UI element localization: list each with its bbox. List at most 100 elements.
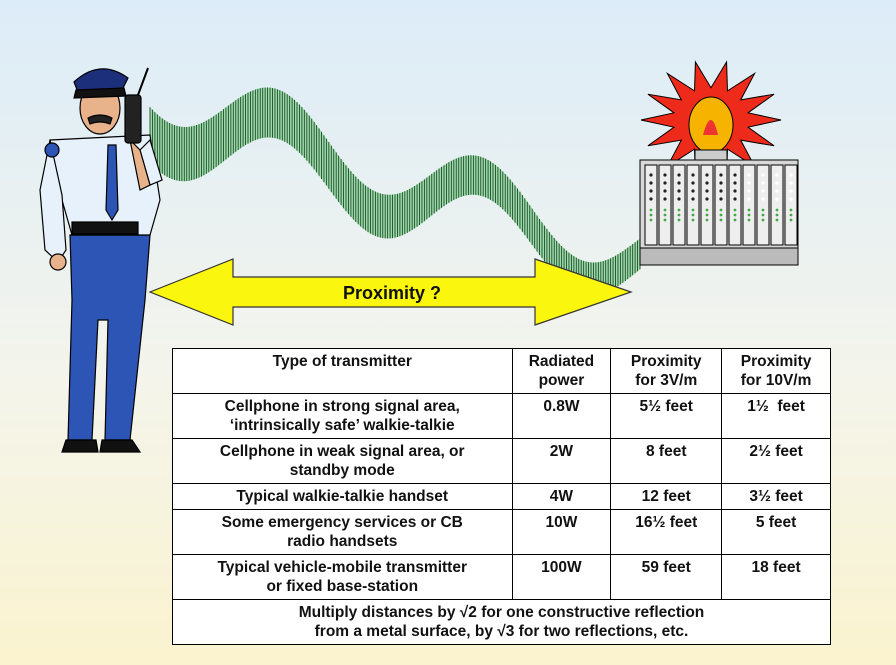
led	[761, 173, 764, 176]
cell-text: Typical walkie-talkie handset	[177, 487, 508, 506]
led	[664, 219, 667, 222]
led	[734, 219, 737, 222]
led	[678, 209, 681, 212]
led	[747, 173, 750, 176]
led	[677, 173, 680, 176]
cell-text: radio handsets	[177, 532, 508, 551]
policeman	[40, 68, 162, 452]
cell-text: Cellphone in strong signal area,	[177, 397, 508, 416]
table-cell: 12 feet	[611, 484, 722, 510]
page: Proximity ? Type of transmitterRadiatedp…	[0, 0, 896, 665]
cell-text: for 3V/m	[615, 371, 717, 390]
led	[734, 209, 737, 212]
led	[691, 173, 694, 176]
led	[706, 214, 709, 217]
table-cell: 16½ feet	[611, 510, 722, 555]
led	[733, 197, 736, 200]
cell-text: 2½ feet	[726, 442, 826, 461]
cell-text: 18 feet	[726, 558, 826, 577]
table-cell: 10W	[512, 510, 611, 555]
led	[761, 197, 764, 200]
led	[776, 209, 779, 212]
led	[649, 197, 652, 200]
led	[790, 219, 793, 222]
cell-text: 0.8W	[517, 397, 607, 416]
cell-text: 16½ feet	[615, 513, 717, 532]
rack-module	[687, 165, 699, 245]
led	[775, 173, 778, 176]
cell-text: 59 feet	[615, 558, 717, 577]
cell-text: from a metal surface, by √3 for two refl…	[177, 622, 826, 641]
rack-module	[673, 165, 685, 245]
led	[705, 181, 708, 184]
led	[761, 181, 764, 184]
led	[649, 173, 652, 176]
table-cell: Typical walkie-talkie handset	[173, 484, 513, 510]
cell-text: 100W	[517, 558, 607, 577]
led	[706, 219, 709, 222]
cell-text: 8 feet	[615, 442, 717, 461]
led	[719, 181, 722, 184]
led	[678, 219, 681, 222]
table-cell: 0.8W	[512, 394, 611, 439]
led	[691, 181, 694, 184]
led	[719, 173, 722, 176]
led	[706, 209, 709, 212]
led	[748, 214, 751, 217]
table-row: Multiply distances by √2 for one constru…	[173, 600, 831, 645]
led	[677, 189, 680, 192]
led	[663, 173, 666, 176]
led	[664, 214, 667, 217]
rack-module	[729, 165, 741, 245]
table-cell: 3½ feet	[722, 484, 831, 510]
arrow-label: Proximity ?	[343, 283, 441, 303]
led	[734, 214, 737, 217]
led	[691, 197, 694, 200]
led	[775, 197, 778, 200]
led	[720, 219, 723, 222]
cell-text: 1½ feet	[726, 397, 826, 416]
led	[677, 197, 680, 200]
led	[705, 189, 708, 192]
led	[664, 209, 667, 212]
cell-text: Type of transmitter	[177, 352, 508, 371]
led	[775, 181, 778, 184]
cell-text: Cellphone in weak signal area, or	[177, 442, 508, 461]
table-cell: 1½ feet	[722, 394, 831, 439]
rack-module	[757, 165, 769, 245]
led	[733, 181, 736, 184]
cell-text: Multiply distances by √2 for one constru…	[177, 603, 826, 622]
led	[692, 219, 695, 222]
rack-module	[771, 165, 783, 245]
rack-module	[701, 165, 713, 245]
cell-text: standby mode	[177, 461, 508, 480]
cell-text: 10W	[517, 513, 607, 532]
led	[747, 189, 750, 192]
cell-text: ‘intrinsically safe’ walkie-talkie	[177, 416, 508, 435]
table-row: Cellphone in strong signal area,‘intrins…	[173, 394, 831, 439]
table-cell: Radiatedpower	[512, 349, 611, 394]
led	[762, 209, 765, 212]
led	[748, 209, 751, 212]
led	[733, 173, 736, 176]
led	[691, 189, 694, 192]
led	[789, 197, 792, 200]
led	[789, 173, 792, 176]
led	[663, 197, 666, 200]
led	[649, 181, 652, 184]
led	[719, 189, 722, 192]
led	[678, 214, 681, 217]
table-cell: 8 feet	[611, 439, 722, 484]
led	[692, 209, 695, 212]
table-cell: 4W	[512, 484, 611, 510]
rack-module	[659, 165, 671, 245]
cell-text: Some emergency services or CB	[177, 513, 508, 532]
rack-module	[785, 165, 797, 245]
cell-text: 5 feet	[726, 513, 826, 532]
cell-text: 4W	[517, 487, 607, 506]
cell-text: Radiated	[517, 352, 607, 371]
